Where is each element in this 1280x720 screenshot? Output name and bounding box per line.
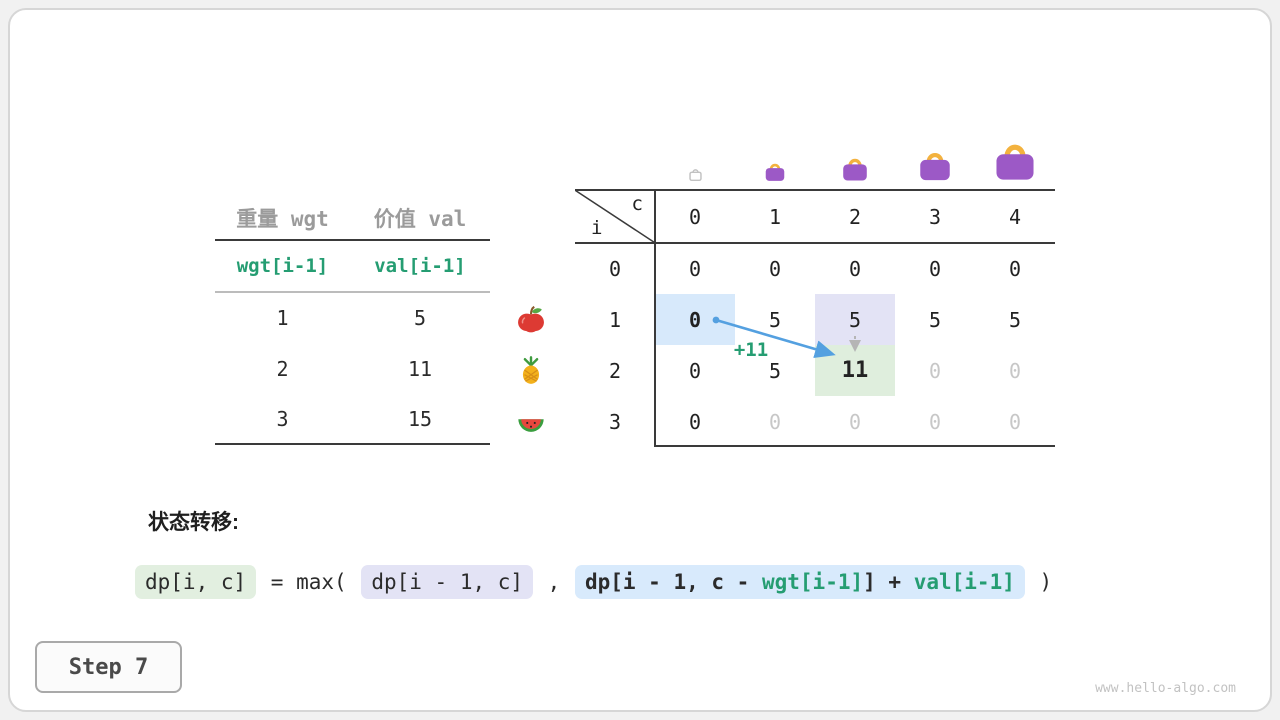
dp-col-var: c	[631, 193, 643, 215]
dp-cell-2-3: 0	[928, 358, 942, 383]
formula-equals-max: = max(	[258, 570, 360, 594]
dp-cell-2-0: 0	[688, 358, 702, 383]
dp-cell-1-3: 5	[928, 307, 942, 332]
dp-table-header-rule	[575, 242, 1055, 244]
item-table-header-rule	[215, 239, 490, 241]
formula-take-part-1: dp[i - 1, c -	[584, 570, 762, 594]
dp-cell-3-4: 0	[1008, 409, 1022, 434]
dp-col-header-3: 3	[928, 204, 942, 229]
bag-large-icon	[916, 147, 954, 182]
dp-cell-0-3: 0	[928, 256, 942, 281]
apple-icon	[516, 304, 546, 334]
item-table-formula-rule	[215, 291, 490, 293]
dp-row-header-2: 2	[608, 358, 622, 383]
bag-xlarge-icon	[991, 138, 1039, 182]
item-table: 重量 wgt 价值 val wgt[i-1] val[i-1] 1 5 2 11…	[215, 195, 490, 444]
pineapple-icon	[516, 355, 546, 385]
bag-small-icon	[763, 160, 787, 182]
dp-cell-2-4: 0	[1008, 358, 1022, 383]
item-row-2-wgt: 2	[276, 356, 289, 381]
dp-corner-cell: c i	[575, 190, 655, 243]
dp-table: c i 0 1 2 3 4 0 0 0 0 0 0 1 0 5 5 5 5 2 …	[575, 190, 1055, 447]
dp-cell-2-1: 5	[768, 358, 782, 383]
arrow-value-label: +11	[733, 339, 769, 361]
dp-cell-1-1: 5	[768, 307, 782, 332]
dp-cell-1-4: 5	[1008, 307, 1022, 332]
formula-option-keep: dp[i - 1, c]	[361, 565, 534, 599]
dp-table-vertical-rule	[654, 189, 656, 446]
formula-option-take: dp[i - 1, c - wgt[i-1]] + val[i-1]	[574, 565, 1025, 599]
item-table-formula-val: val[i-1]	[374, 255, 466, 277]
dp-cell-3-3: 0	[928, 409, 942, 434]
watermelon-icon	[516, 407, 546, 437]
dp-row-header-0: 0	[608, 256, 622, 281]
dp-cell-0-2: 0	[848, 256, 862, 281]
dp-cell-0-4: 0	[1008, 256, 1022, 281]
bag-medium-icon	[840, 154, 870, 182]
dp-cell-3-1: 0	[768, 409, 782, 434]
formula-lhs: dp[i, c]	[135, 565, 257, 599]
dp-table-top-rule	[575, 189, 1055, 191]
dp-col-header-1: 1	[768, 204, 782, 229]
dp-cell-0-1: 0	[768, 256, 782, 281]
dp-row-header-1: 1	[608, 307, 622, 332]
item-row-1-wgt: 1	[276, 305, 289, 330]
item-table-formula-wgt: wgt[i-1]	[236, 255, 329, 277]
transition-formula: dp[i, c] = max( dp[i - 1, c] , dp[i - 1,…	[135, 560, 1054, 604]
item-row-1-val: 5	[413, 305, 427, 330]
step-badge: Step 7	[35, 641, 182, 693]
formula-comma: ,	[535, 570, 573, 594]
dp-row-header-3: 3	[608, 409, 622, 434]
dp-cell-1-2: 5	[815, 294, 895, 345]
transition-title: 状态转移:	[148, 511, 239, 534]
item-row-3-val: 15	[407, 407, 433, 431]
formula-take-val: val[i-1]	[913, 570, 1015, 594]
corner-diagonal-line	[575, 190, 655, 243]
item-row-2-val: 11	[407, 356, 433, 381]
item-table-header-weight: 重量 wgt	[236, 206, 329, 231]
bag-outline-icon	[687, 166, 704, 182]
item-table-header-value: 价值 val	[373, 206, 467, 231]
dp-cell-1-0: 0	[655, 294, 735, 345]
item-row-3-wgt: 3	[276, 407, 289, 431]
dp-col-header-4: 4	[1008, 204, 1022, 229]
dp-cell-3-0: 0	[688, 409, 702, 434]
dp-col-header-2: 2	[848, 204, 862, 229]
dp-cell-2-2: 11	[815, 345, 895, 396]
dp-table-bottom-rule	[654, 445, 1055, 447]
item-table-bottom-rule	[215, 443, 490, 445]
dp-cell-3-2: 0	[848, 409, 862, 434]
dp-col-header-0: 0	[688, 204, 702, 229]
dp-row-var: i	[591, 217, 603, 239]
watermark: www.hello-algo.com	[1095, 681, 1236, 696]
formula-close-paren: )	[1026, 570, 1053, 594]
formula-take-part-3: ] +	[863, 570, 914, 594]
formula-take-wgt: wgt[i-1]	[761, 570, 864, 594]
dp-cell-0-0: 0	[688, 256, 702, 281]
